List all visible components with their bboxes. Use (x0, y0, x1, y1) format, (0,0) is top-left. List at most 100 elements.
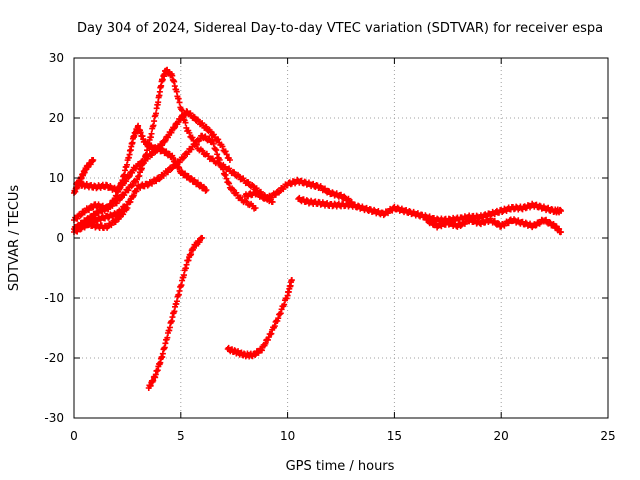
series-arc-10 (145, 234, 206, 391)
data-point (186, 129, 193, 136)
data-point (130, 192, 137, 199)
data-point (223, 151, 230, 158)
data-point (213, 147, 220, 154)
data-point (90, 157, 97, 163)
data-point (197, 136, 204, 143)
data-point (123, 178, 130, 185)
data-point (226, 180, 233, 187)
data-point (269, 199, 276, 205)
data-point (222, 172, 229, 179)
data-point (209, 137, 216, 144)
data-point (250, 183, 257, 190)
data-point (182, 119, 189, 126)
data-point (288, 277, 295, 283)
grid (74, 58, 608, 418)
data-point (301, 178, 308, 185)
data-point (74, 215, 81, 222)
x-tick-label: 5 (177, 429, 185, 443)
series-arc-9 (423, 215, 565, 236)
data-point (220, 166, 227, 173)
data-point (153, 110, 160, 117)
data-point (281, 301, 288, 308)
data-point (226, 157, 233, 163)
plot-area (71, 66, 565, 391)
data-point (202, 187, 209, 194)
data-point (215, 136, 222, 143)
data-point (105, 206, 112, 213)
data-point (222, 148, 229, 155)
series-arc-7 (241, 176, 355, 206)
data-point (187, 110, 194, 117)
data-point (164, 169, 171, 176)
data-point (216, 156, 223, 163)
data-point (153, 178, 160, 185)
data-point (196, 238, 203, 245)
data-point (274, 318, 281, 325)
data-point (272, 191, 279, 198)
series-arc-6 (81, 205, 131, 232)
x-tick-label: 10 (280, 429, 295, 443)
data-point (148, 151, 155, 158)
data-point (112, 218, 119, 225)
data-point (558, 229, 565, 235)
data-point (199, 235, 206, 241)
data-point (558, 208, 565, 214)
x-axis-label: GPS time / hours (286, 459, 395, 474)
data-point (168, 166, 175, 173)
y-tick-label: -10 (44, 291, 64, 305)
data-point (268, 330, 275, 337)
data-point (169, 165, 176, 172)
data-point (175, 95, 182, 102)
data-point (181, 154, 188, 161)
data-point (231, 169, 238, 176)
data-point (144, 140, 151, 147)
chart-title: Day 304 of 2024, Sidereal Day-to-day VTE… (77, 21, 603, 36)
data-point (355, 202, 362, 209)
data-point (533, 222, 540, 229)
data-point (188, 146, 195, 153)
data-point (125, 187, 132, 194)
data-point (78, 211, 85, 218)
data-point (223, 175, 230, 182)
data-point (338, 191, 344, 198)
y-tick-label: 10 (49, 171, 64, 185)
y-tick-label: -30 (44, 411, 64, 425)
data-point (278, 306, 285, 313)
y-axis: -30 -20 -10 0 10 20 30 (44, 51, 608, 425)
data-point (262, 340, 269, 347)
data-point (203, 123, 210, 130)
x-tick-label: 20 (494, 429, 509, 443)
data-point (277, 310, 284, 317)
data-point (271, 323, 278, 330)
data-point (176, 159, 183, 166)
data-point (77, 212, 84, 219)
y-tick-label: -20 (44, 351, 64, 365)
data-point (168, 129, 175, 136)
x-tick-label: 25 (600, 429, 615, 443)
data-point (245, 179, 252, 186)
data-point (380, 212, 387, 219)
data-point (283, 295, 290, 302)
data-point (179, 107, 186, 114)
data-point (522, 219, 529, 226)
data-point (203, 187, 210, 193)
data-point (179, 112, 186, 119)
data-point (428, 218, 435, 225)
data-point (128, 183, 135, 190)
data-point (170, 125, 177, 132)
y-tick-label: 0 (56, 231, 64, 245)
data-point (127, 198, 134, 205)
data-point (180, 116, 187, 123)
data-point (505, 220, 512, 227)
series-arc-11 (224, 277, 295, 360)
data-point (176, 99, 183, 106)
data-point (219, 143, 226, 150)
data-point (210, 140, 217, 147)
data-point (207, 128, 214, 135)
data-point (124, 205, 131, 211)
x-tick-label: 15 (387, 429, 402, 443)
data-point (214, 151, 221, 158)
data-point (230, 186, 237, 193)
series-arc-4 (71, 122, 210, 232)
